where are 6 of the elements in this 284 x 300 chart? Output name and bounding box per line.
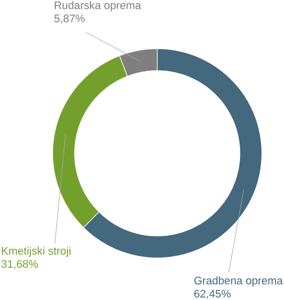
data-label: 5,87%: [54, 14, 85, 24]
slice-label: Gradbena oprema: [194, 276, 283, 287]
data-label: 62,45%: [194, 290, 231, 299]
slice-label: Rudarska oprema: [54, 1, 142, 12]
data-label: 31,68%: [2, 260, 38, 270]
slice-label: Kmetijski stroji: [2, 246, 70, 257]
